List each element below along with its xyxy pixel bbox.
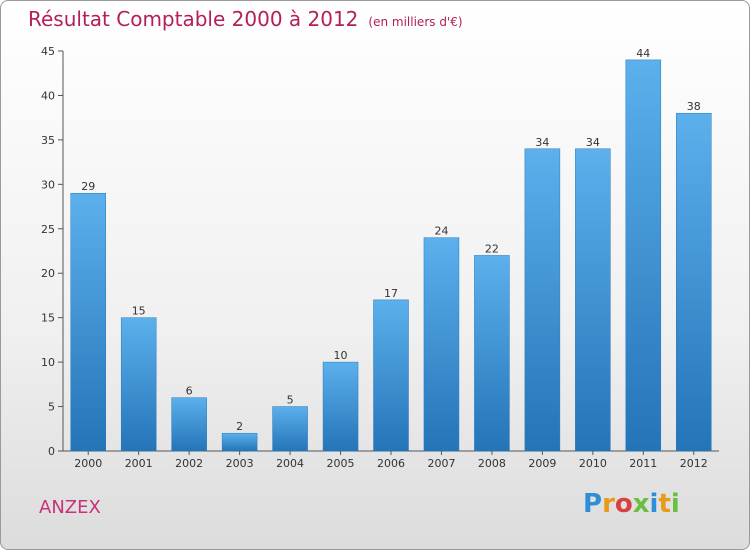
data-label-2003: 2 [236, 420, 243, 433]
bar-2003 [221, 432, 258, 452]
x-tick-label-2011: 2011 [629, 457, 657, 470]
x-tick-label-2002: 2002 [175, 457, 203, 470]
bar-2010 [575, 148, 611, 452]
x-tick-label-2010: 2010 [579, 457, 607, 470]
bar-2006 [373, 299, 409, 452]
data-label-2006: 17 [384, 287, 398, 300]
bar-2007 [423, 237, 460, 452]
y-tick-label: 45 [41, 45, 55, 58]
x-tick-label-2012: 2012 [680, 457, 708, 470]
logo-letter: i [649, 489, 659, 519]
x-tick-label-2004: 2004 [276, 457, 304, 470]
data-label-2010: 34 [586, 136, 600, 149]
x-tick-label-2007: 2007 [427, 457, 455, 470]
x-tick-label-2008: 2008 [478, 457, 506, 470]
data-label-2011: 44 [636, 47, 650, 60]
y-tick-label: 30 [41, 178, 55, 191]
data-label-2007: 24 [434, 225, 448, 238]
logo-letter: r [602, 489, 615, 519]
chart-title: Résultat Comptable 2000 à 2012 (en millie… [28, 7, 463, 31]
y-tick-label: 15 [41, 312, 55, 325]
x-tick-label-2001: 2001 [125, 457, 153, 470]
bar-2002 [171, 397, 207, 452]
y-tick-label: 0 [48, 445, 55, 458]
logo-letter: P [583, 489, 603, 519]
x-tick-label-2003: 2003 [226, 457, 254, 470]
data-label-2004: 5 [287, 394, 294, 407]
commune-name: ANZEX [39, 497, 101, 518]
x-tick-label-2009: 2009 [528, 457, 556, 470]
bar-2000 [70, 192, 106, 452]
logo-letter: x [632, 489, 650, 519]
bar-2012 [676, 112, 712, 452]
data-label-2005: 10 [334, 349, 348, 362]
bar-2004 [272, 406, 308, 452]
data-label-2002: 6 [186, 385, 193, 398]
data-label-2001: 15 [132, 305, 146, 318]
data-label-2008: 22 [485, 242, 499, 255]
logo-letter: t [658, 489, 671, 519]
chart-subtitle: (en milliers d'€) [368, 15, 463, 29]
y-tick-label: 40 [41, 89, 55, 102]
chart-bars: 29 15 6 2 5 10 17 24 22 34 34 44 38 [70, 47, 712, 452]
x-tick-label-2000: 2000 [74, 457, 102, 470]
proxiti-logo: Proxiti [583, 489, 680, 519]
data-label-2000: 29 [81, 180, 95, 193]
y-tick-label: 5 [48, 401, 55, 414]
y-tick-label: 25 [41, 223, 55, 236]
logo-letter: i [670, 489, 680, 519]
data-label-2012: 38 [687, 100, 701, 113]
y-tick-label: 20 [41, 267, 55, 280]
x-tick-label-2006: 2006 [377, 457, 405, 470]
logo-letter: o [614, 489, 633, 519]
bar-2005 [322, 361, 359, 452]
bar-2001 [120, 317, 157, 452]
y-tick-label: 10 [41, 356, 55, 369]
bar-2009 [524, 148, 561, 452]
data-label-2009: 34 [535, 136, 549, 149]
x-tick-label-2005: 2005 [327, 457, 355, 470]
chart-title-main: Résultat Comptable 2000 à 2012 [28, 7, 359, 31]
y-tick-label: 35 [41, 134, 55, 147]
bar-2011 [625, 59, 662, 452]
bar-2008 [474, 255, 510, 452]
